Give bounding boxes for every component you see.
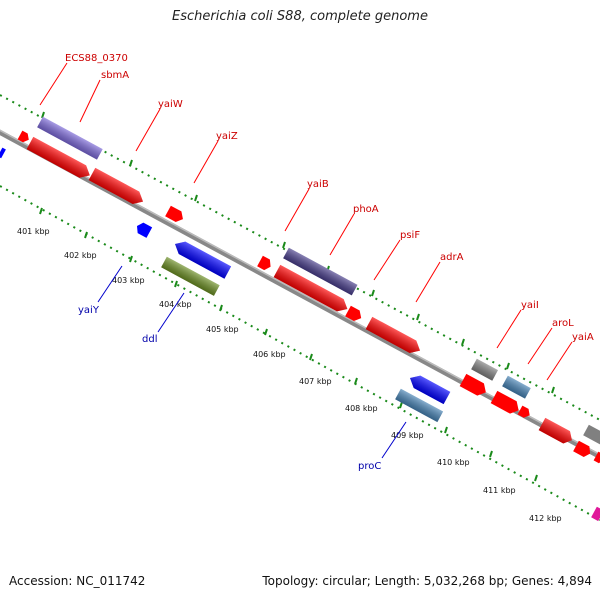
scale-label: 403 kbp	[112, 276, 145, 285]
gene-feature-ecs88-0370[interactable]	[17, 130, 32, 145]
gene-label: phoA	[353, 204, 379, 215]
gene-feature-gray-edge[interactable]	[583, 424, 600, 445]
gene-feature-yaia-small[interactable]	[517, 405, 532, 420]
gene-feature-yaii-b[interactable]	[459, 373, 490, 399]
scale-label: 408 kbp	[345, 404, 378, 413]
scale-label: 404 kbp	[159, 300, 192, 309]
gene-feature-proc[interactable]	[395, 388, 444, 423]
gene-label: yaiZ	[216, 131, 238, 142]
gene-label: adrA	[440, 252, 464, 263]
gene-label: yaiY	[78, 305, 100, 316]
genome-summary: Topology: circular; Length: 5,032,268 bp…	[262, 574, 592, 588]
gene-feature-yaiy-small[interactable]	[134, 221, 153, 238]
upper-major-ticks	[41, 111, 555, 394]
gene-feature-phoa[interactable]	[283, 247, 358, 296]
gene-label: yaiW	[158, 99, 183, 110]
gene-feature-sbma[interactable]	[37, 116, 103, 160]
gene-feature-blue-edge[interactable]	[0, 147, 6, 159]
gene-label: yaiI	[521, 300, 539, 311]
upper-gene-labels	[39, 62, 573, 381]
gene-label: yaiB	[307, 179, 329, 190]
gene-label: sbmA	[101, 70, 129, 81]
gene-feature-yaii[interactable]	[471, 358, 498, 381]
upper-gene-label-texts: ECS88_0370 sbmA yaiW yaiZ yaiB phoA psiF…	[65, 53, 594, 343]
lower-gene-labels	[97, 265, 407, 459]
scale-label: 412 kbp	[529, 514, 562, 523]
gene-feature-red-edge-2[interactable]	[593, 451, 600, 465]
gene-label: psiF	[400, 230, 420, 241]
gene-feature-adra[interactable]	[365, 316, 424, 357]
gene-feature-red-edge[interactable]	[573, 440, 593, 459]
gene-feature-arol[interactable]	[502, 375, 531, 399]
gene-label: proC	[358, 461, 381, 472]
gene-feature-yaia[interactable]	[538, 417, 576, 446]
gene-feature-adra-a[interactable]	[345, 305, 364, 324]
scale-labels: 401 kbp 402 kbp 403 kbp 404 kbp 405 kbp …	[17, 227, 562, 523]
gene-feature-magenta-edge[interactable]	[591, 506, 600, 522]
gene-feature-psif[interactable]	[273, 264, 351, 315]
gene-label: ddl	[142, 334, 157, 345]
scale-label: 402 kbp	[64, 251, 97, 260]
gene-feature-yaiz[interactable]	[88, 167, 147, 208]
lower-gene-label-texts: yaiY ddl proC	[78, 305, 381, 472]
gene-feature-yaiy[interactable]	[172, 238, 232, 279]
scale-label: 406 kbp	[253, 350, 286, 359]
gene-label: ECS88_0370	[65, 53, 128, 64]
map-title: Escherichia coli S88, complete genome	[172, 9, 428, 24]
accession-label: Accession: NC_011742	[9, 574, 146, 588]
gene-feature-yaib[interactable]	[165, 205, 186, 225]
gene-features	[0, 116, 600, 522]
scale-label: 410 kbp	[437, 458, 470, 467]
gene-label: yaiA	[572, 332, 594, 343]
gene-feature-yaiw[interactable]	[26, 136, 93, 182]
scale-label: 407 kbp	[299, 377, 332, 386]
gene-feature-arol-b[interactable]	[490, 390, 522, 417]
scale-label: 409 kbp	[391, 431, 424, 440]
gene-feature-small[interactable]	[257, 255, 273, 272]
lower-track	[0, 185, 600, 521]
lower-major-ticks	[39, 207, 538, 482]
scale-label: 405 kbp	[206, 325, 239, 334]
scale-label: 411 kbp	[483, 486, 516, 495]
gene-feature-ddl[interactable]	[161, 256, 220, 296]
scale-label: 401 kbp	[17, 227, 50, 236]
gene-label: aroL	[552, 318, 574, 329]
gene-feature-proc-blue[interactable]	[407, 372, 451, 405]
